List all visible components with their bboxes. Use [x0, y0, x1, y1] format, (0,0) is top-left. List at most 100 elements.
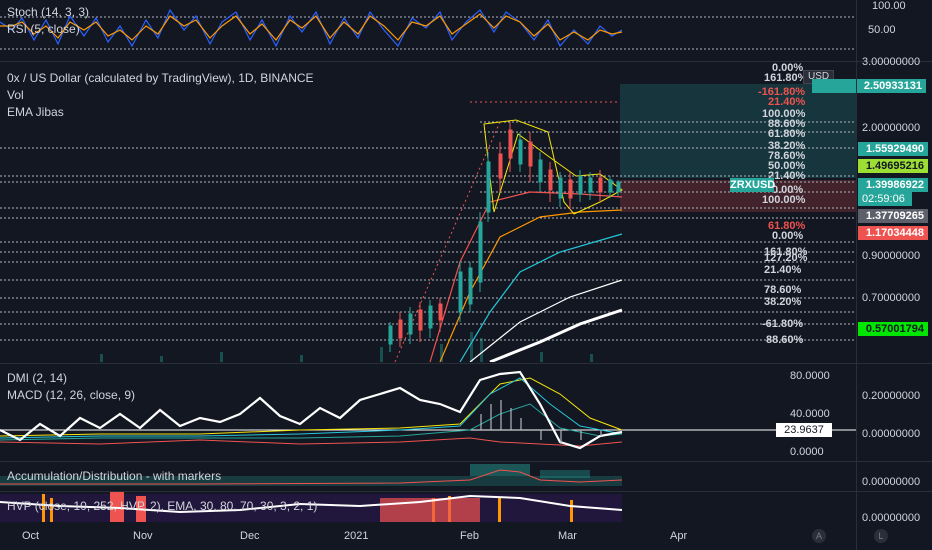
- ad-legend[interactable]: Accumulation/Distribution - with markers: [7, 469, 222, 483]
- time-label-dec: Dec: [240, 530, 260, 542]
- volume-indicator-title[interactable]: Vol: [7, 88, 24, 102]
- stoch-rsi-pane[interactable]: Stoch (14, 3, 3) RSI (5, close): [0, 0, 856, 60]
- dmi-macd-pane[interactable]: DMI (2, 14) MACD (12, 26, close, 9): [0, 364, 856, 460]
- macd-title[interactable]: MACD (12, 26, close, 9): [7, 388, 136, 402]
- time-label-2021: 2021: [344, 530, 369, 542]
- time-label-oct: Oct: [22, 530, 40, 542]
- fib-label: 50.00%: [768, 160, 806, 172]
- time-axis[interactable]: Oct Nov Dec 2021 Feb Mar Apr A L: [0, 523, 932, 550]
- countdown-tag: 02:59:06: [858, 192, 912, 206]
- hvp-axis-label: 0.00000000: [862, 512, 921, 524]
- volume-bars: [100, 332, 593, 362]
- stoch-rsi-plot: [0, 8, 856, 50]
- fib-label: 0.00%: [772, 184, 804, 196]
- candles: [388, 122, 621, 352]
- long-position-profit-zone: [620, 84, 856, 178]
- adx-line: [0, 370, 623, 450]
- macd-histogram: [480, 400, 602, 444]
- dmi-value-tag: 23.9637: [776, 423, 832, 437]
- fib-label: 100.00%: [762, 194, 806, 206]
- fib-label: 78.60%: [768, 150, 806, 162]
- di-plus: [0, 403, 623, 441]
- dmi-legend: DMI (2, 14) MACD (12, 26, close, 9): [7, 370, 135, 404]
- dmi-axis-label: 40.0000: [790, 408, 830, 420]
- last-price-tag: 1.39986922: [858, 178, 928, 192]
- macd-line: [0, 377, 623, 439]
- dmi-title[interactable]: DMI (2, 14): [7, 371, 68, 385]
- fib-label: 127.20%: [764, 252, 808, 264]
- pane-separator[interactable]: [0, 61, 932, 62]
- fib-label: 161.80%: [764, 246, 808, 258]
- fib-label: 88.60%: [768, 118, 806, 130]
- fib-label: 38.20%: [768, 140, 806, 152]
- accumulation-distribution-pane[interactable]: Accumulation/Distribution - with markers: [0, 462, 856, 490]
- time-label-nov: Nov: [133, 530, 153, 542]
- fib-label: 61.80%: [768, 128, 806, 140]
- rsi-line: [0, 8, 623, 48]
- fib-label: -161.80%: [758, 86, 806, 98]
- fib-label: 161.80%: [764, 72, 808, 84]
- ad-plot: [0, 464, 623, 486]
- fib-label: 78.60%: [764, 284, 802, 296]
- main-legend: 0x / US Dollar (calculated by TradingVie…: [7, 70, 314, 121]
- fib-lines: [0, 121, 856, 341]
- log-scale-button[interactable]: L: [874, 529, 888, 543]
- time-label-mar: Mar: [558, 530, 577, 542]
- pane-separator[interactable]: [0, 461, 932, 462]
- ema-white-thin: [469, 279, 623, 362]
- fib-label: 21.40%: [764, 264, 802, 276]
- dmi-macd-plot: [0, 370, 856, 450]
- hvp-pane[interactable]: HVP (close, 10, 252, HVP, 2), EMA, 30, 8…: [0, 492, 856, 522]
- dmi-axis-label: 80.0000: [790, 370, 830, 382]
- price-plot: [0, 84, 856, 362]
- macd-axis-label: 0.00000000: [862, 428, 921, 440]
- time-label-feb: Feb: [460, 530, 479, 542]
- fib-label: 38.20%: [764, 296, 802, 308]
- hvp-plot: [0, 492, 623, 522]
- symbol-title[interactable]: 0x / US Dollar (calculated by TradingVie…: [7, 71, 314, 85]
- ema-white-thick: [489, 308, 623, 362]
- price-tag-target: 2.50933131: [812, 79, 926, 93]
- price-axis-divider: [856, 0, 857, 550]
- pane-separator[interactable]: [0, 363, 932, 364]
- fib-label: 21.40%: [768, 170, 806, 182]
- main-price-pane[interactable]: 0x / US Dollar (calculated by TradingVie…: [0, 62, 856, 362]
- fib-label: 0.00%: [772, 62, 804, 74]
- rsi-title: RSI (5, close): [7, 22, 80, 36]
- price-tag: 1.55929490: [858, 142, 928, 156]
- price-axis-label: 0.90000000: [862, 250, 921, 262]
- fib-label: 21.40%: [768, 96, 806, 108]
- macd-signal: [0, 377, 623, 437]
- ema-teal: [459, 233, 623, 362]
- di-minus: [0, 437, 623, 447]
- ema-orange: [439, 209, 623, 362]
- hvp-legend[interactable]: HVP (close, 10, 252, HVP, 2), EMA, 30, 8…: [7, 499, 318, 513]
- dmi-axis-label: 0.0000: [790, 446, 824, 458]
- price-axis-label: 3.00000000: [862, 56, 921, 68]
- price-tag: 0.57001794: [858, 322, 928, 336]
- time-label-apr: Apr: [670, 530, 688, 542]
- auto-scale-button[interactable]: A: [812, 529, 826, 543]
- ema-indicator-title[interactable]: EMA Jibas: [7, 105, 64, 119]
- fib-label: -61.80%: [762, 318, 803, 330]
- price-tag-stop: 1.17034448: [858, 226, 928, 240]
- price-axis-label: 0.70000000: [862, 292, 921, 304]
- fib-label: 0.00%: [772, 230, 804, 242]
- stoch-axis-50: 50.00: [868, 24, 896, 36]
- price-tag: 1.37709265: [858, 209, 928, 223]
- stoch-axis-100: 100.00: [872, 0, 906, 12]
- symbol-tag: ZRXUSD: [730, 178, 776, 192]
- ema-red: [429, 191, 623, 362]
- wedge-pattern: [483, 119, 623, 215]
- fib-label: 88.60%: [766, 334, 804, 346]
- stoch-line: [0, 13, 623, 41]
- macd-axis-label: 0.20000000: [862, 390, 921, 402]
- ad-axis-label: 0.00000000: [862, 476, 921, 488]
- stoch-legend: Stoch (14, 3, 3) RSI (5, close): [7, 4, 89, 38]
- price-axis-label: 2.00000000: [862, 122, 921, 134]
- fib-label: 100.00%: [762, 108, 806, 120]
- pane-separator[interactable]: [0, 491, 932, 492]
- hvp-dark-red-bars: [380, 498, 480, 522]
- stoch-title: Stoch (14, 3, 3): [7, 5, 90, 19]
- fib-label: 61.80%: [768, 220, 806, 232]
